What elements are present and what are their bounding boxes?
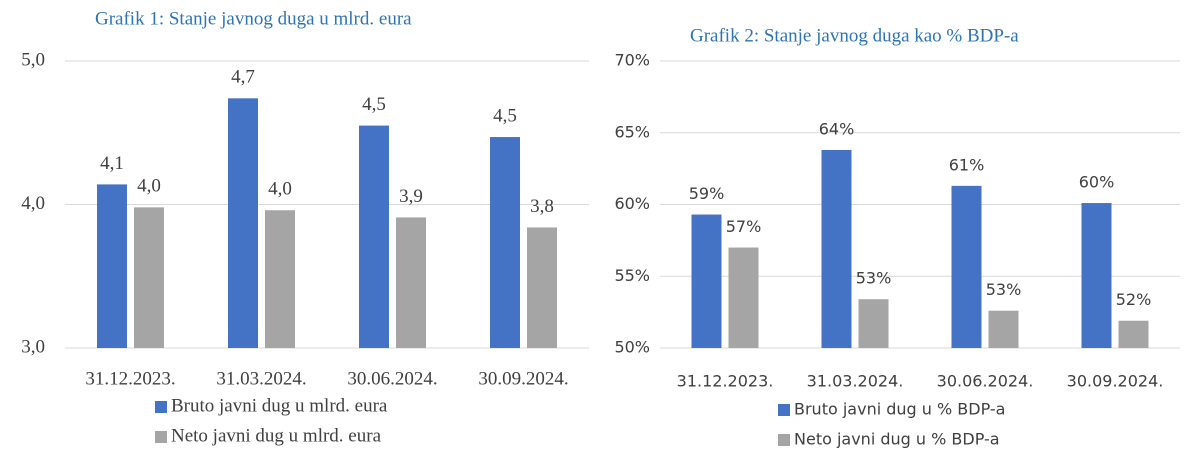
- legend-label: Bruto javni dug u mlrd. eura: [171, 395, 388, 416]
- chart-title: Grafik 1: Stanje javnog duga u mlrd. eur…: [95, 8, 412, 29]
- legend-label: Neto javni dug u % BDP-a: [794, 430, 1000, 449]
- y-tick-label: 60%: [614, 194, 650, 213]
- bar: [396, 217, 426, 348]
- data-label: 61%: [949, 155, 985, 174]
- legend-label: Bruto javni dug u % BDP-a: [794, 400, 1005, 419]
- data-label: 4,0: [268, 179, 292, 200]
- bar: [821, 149, 852, 348]
- data-label: 3,8: [530, 196, 554, 217]
- bar: [951, 185, 982, 348]
- bar: [134, 207, 164, 348]
- x-tick-label: 30.06.2024.: [347, 368, 437, 389]
- bar: [265, 210, 295, 348]
- bar: [228, 98, 258, 348]
- bar: [728, 247, 759, 348]
- y-tick-label: 55%: [614, 266, 650, 285]
- data-label: 4,1: [100, 153, 124, 174]
- bar: [1118, 320, 1149, 348]
- data-label: 60%: [1079, 173, 1115, 192]
- data-label: 59%: [689, 184, 725, 203]
- data-label: 4,7: [231, 67, 255, 88]
- y-tick-label: 3,0: [21, 336, 45, 357]
- bar: [691, 214, 722, 348]
- y-tick-label: 4,0: [21, 193, 45, 214]
- chart-title: Grafik 2: Stanje javnog duga kao % BDP-a: [690, 25, 1019, 46]
- data-label: 4,0: [137, 176, 161, 197]
- chart-1: Grafik 1: Stanje javnog duga u mlrd. eur…: [21, 8, 589, 446]
- legend-swatch: [778, 434, 790, 446]
- y-tick-label: 5,0: [21, 49, 45, 70]
- x-tick-label: 30.09.2024.: [1067, 372, 1164, 391]
- x-tick-label: 30.09.2024.: [478, 368, 568, 389]
- y-tick-label: 65%: [614, 122, 650, 141]
- y-tick-label: 70%: [614, 51, 650, 70]
- y-tick-label: 50%: [614, 338, 650, 357]
- x-tick-label: 31.12.2023.: [677, 372, 774, 391]
- data-label: 4,5: [493, 105, 517, 126]
- data-label: 4,5: [362, 94, 386, 115]
- data-label: 53%: [986, 280, 1022, 299]
- data-label: 52%: [1116, 290, 1152, 309]
- x-tick-label: 31.03.2024.: [807, 372, 904, 391]
- data-label: 53%: [856, 269, 892, 288]
- bar: [988, 310, 1019, 348]
- bar: [1081, 203, 1112, 348]
- x-tick-label: 30.06.2024.: [937, 372, 1034, 391]
- bar: [97, 184, 127, 348]
- x-tick-label: 31.12.2023.: [85, 368, 175, 389]
- chart-2: Grafik 2: Stanje javnog duga kao % BDP-a…: [614, 25, 1180, 449]
- legend-label: Neto javni dug u mlrd. eura: [171, 425, 382, 446]
- legend-swatch: [155, 401, 167, 413]
- legend-swatch: [155, 431, 167, 443]
- bar: [359, 125, 389, 348]
- legend-swatch: [778, 404, 790, 416]
- bar: [490, 137, 520, 348]
- data-label: 57%: [726, 217, 762, 236]
- data-label: 3,9: [399, 186, 423, 207]
- bar: [527, 227, 557, 348]
- data-label: 64%: [819, 119, 855, 138]
- bar: [858, 299, 889, 348]
- x-tick-label: 31.03.2024.: [216, 368, 306, 389]
